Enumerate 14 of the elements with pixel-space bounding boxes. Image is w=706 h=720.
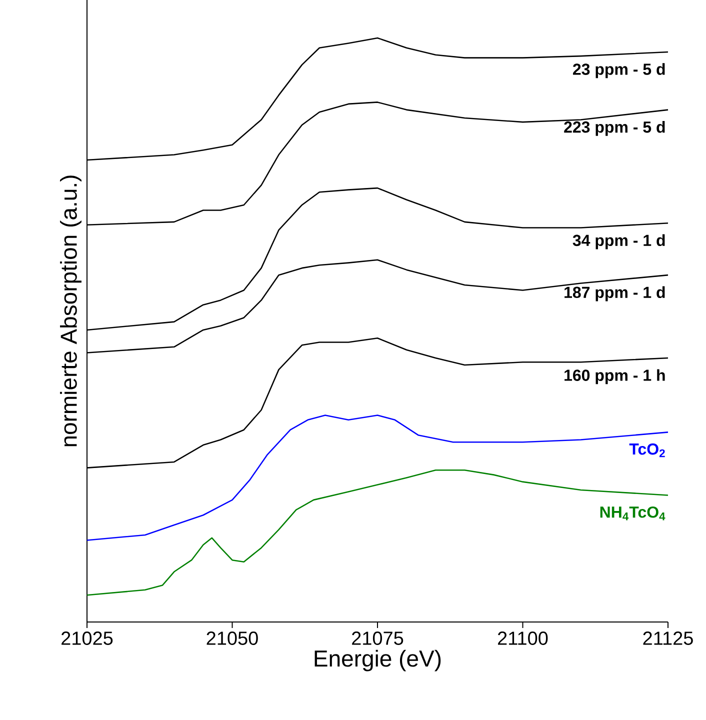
series-label: TcO$_{2}$ <box>629 443 665 458</box>
x-tick-label: 21075 <box>352 632 404 645</box>
series-label: 160 ppm - 1 h <box>564 369 665 384</box>
series-label: 223 ppm - 5 d <box>564 121 665 136</box>
x-axis-title: Energie (eV) <box>314 650 441 672</box>
x-tick-label: 21025 <box>62 632 113 645</box>
y-axis-title: normierte Absorption (a.u.) <box>60 176 82 446</box>
series-label: NH$_{4}$TcO$_{4}$ <box>600 506 666 520</box>
series-label: 187 ppm - 1 d <box>564 286 665 302</box>
x-tick-label: 21100 <box>498 632 548 645</box>
series-label: 23 ppm - 5 d <box>572 63 665 78</box>
x-tick-label: 21050 <box>206 632 258 645</box>
series-label: 34 ppm - 1 d <box>572 234 665 250</box>
x-tick-label: 21125 <box>643 632 693 645</box>
